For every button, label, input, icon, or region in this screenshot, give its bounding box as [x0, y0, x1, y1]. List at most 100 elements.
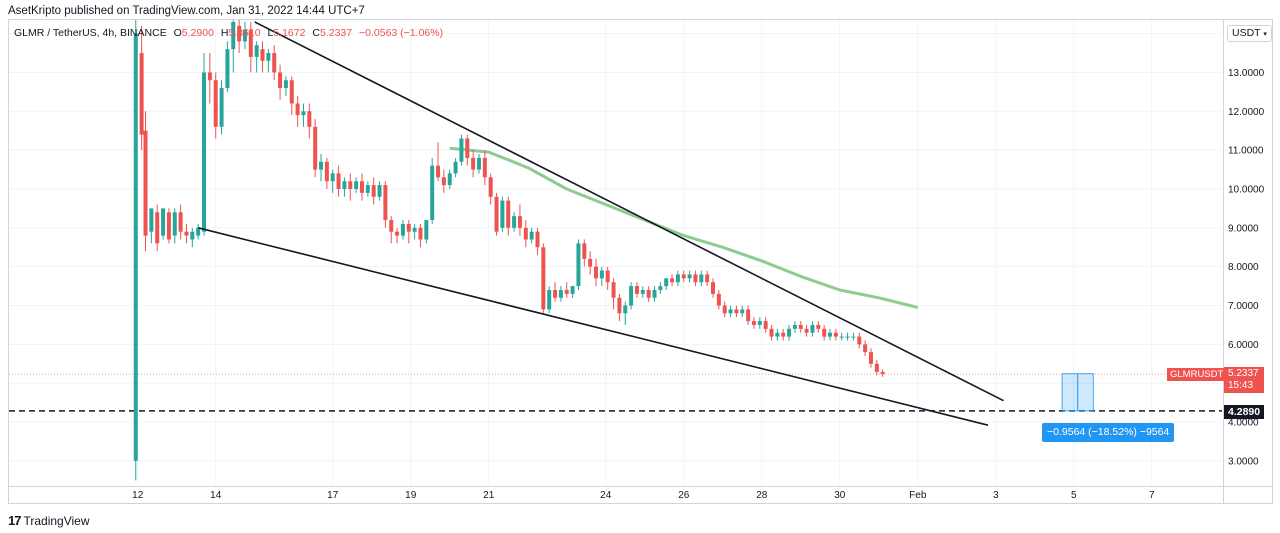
candle-body: [184, 231, 189, 236]
candle-body: [693, 274, 698, 283]
bar-countdown: 15:43: [1228, 380, 1254, 391]
time-tick-label: 26: [678, 490, 690, 501]
time-tick-label: 5: [1071, 490, 1077, 501]
candle-body: [166, 212, 171, 240]
candle-body: [383, 185, 388, 221]
last-price-badge: 5.2337 15:43: [1224, 367, 1264, 393]
chart-frame[interactable]: [8, 19, 1273, 504]
time-tick-label: 14: [210, 490, 222, 501]
candle-body: [139, 53, 144, 135]
currency-selector[interactable]: USDT ▾: [1227, 25, 1272, 42]
candle-body: [133, 33, 138, 461]
price-tick-label: 13.0000: [1228, 68, 1265, 79]
low-value: 5.1672: [273, 27, 306, 39]
candle-body: [816, 324, 821, 329]
ticker-badge: GLMRUSDT: [1167, 368, 1227, 381]
candle-body: [436, 165, 441, 178]
candle-body: [500, 200, 505, 228]
time-tick-label: 24: [600, 490, 612, 501]
time-tick-label: 21: [483, 490, 495, 501]
candle-body: [418, 227, 423, 240]
candle-body: [307, 111, 312, 127]
candle-body: [155, 212, 160, 244]
candle-body: [359, 181, 364, 193]
candle-body: [237, 25, 242, 42]
candle-body: [868, 352, 873, 364]
candle-body: [190, 231, 195, 240]
candle-body: [734, 309, 739, 314]
open-key: O: [173, 27, 182, 39]
candle-body: [570, 286, 575, 294]
candle-body: [482, 157, 487, 178]
candle-body: [851, 336, 856, 338]
candle-body: [377, 185, 382, 197]
candle-body: [863, 344, 868, 353]
open-value: 5.2900: [181, 27, 214, 39]
price-tick-label: 10.0000: [1228, 184, 1265, 195]
moving-average-line: [449, 146, 919, 309]
candle-body: [161, 208, 166, 236]
candle-body: [541, 247, 546, 310]
candle-body: [441, 177, 446, 186]
candle-body: [746, 309, 751, 322]
trendline-lower: [197, 227, 989, 426]
candle-body: [506, 200, 511, 228]
candle-body: [576, 243, 581, 287]
candle-body: [471, 157, 476, 170]
candle-body: [272, 53, 277, 73]
candle-body: [810, 324, 815, 333]
candle-body: [728, 309, 733, 314]
candle-body: [716, 293, 721, 306]
candle-body: [664, 278, 669, 287]
candle-body: [529, 231, 534, 240]
candle-body: [301, 111, 306, 116]
candle-body: [634, 286, 639, 294]
candle-body: [593, 266, 598, 279]
candle-body: [354, 181, 359, 189]
candle-body: [260, 49, 265, 61]
candle-body: [342, 181, 347, 189]
candle-body: [336, 173, 341, 189]
candle-body: [412, 227, 417, 232]
candle-body: [295, 103, 300, 116]
candle-body: [465, 138, 470, 158]
candle-body: [775, 332, 780, 337]
candle-body: [494, 196, 499, 232]
candle-body: [605, 270, 610, 283]
candle-body: [330, 173, 335, 182]
candle-body: [705, 274, 710, 283]
price-tick-label: 3.0000: [1228, 456, 1259, 467]
currency-label: USDT: [1232, 27, 1261, 39]
candle-body: [740, 309, 745, 314]
candle-body: [453, 161, 458, 174]
candle-body: [804, 328, 809, 333]
candle-body: [623, 305, 628, 314]
candle-body: [406, 223, 411, 232]
candle-body: [874, 363, 879, 372]
measure-label[interactable]: −0.9564 (−18.52%) −9564: [1042, 423, 1175, 442]
candle-body: [547, 289, 552, 310]
candle-body: [781, 332, 786, 337]
candle-body: [178, 212, 183, 232]
candle-body: [324, 161, 329, 182]
candle-body: [278, 72, 283, 88]
candle-body: [172, 212, 177, 236]
candle-body: [553, 289, 558, 298]
time-tick-label: 19: [405, 490, 417, 501]
symbol-legend: GLMR / TetherUS, 4h, BINANCE O5.2900 H5.…: [14, 27, 443, 39]
change-value: −0.0563 (−1.06%): [359, 27, 444, 39]
close-key: C: [312, 27, 320, 39]
candle-body: [207, 72, 212, 81]
candle-body: [833, 332, 838, 337]
symbol-title[interactable]: GLMR / TetherUS, 4h, BINANCE: [14, 27, 167, 39]
candle-body: [822, 328, 827, 337]
candle-body: [588, 258, 593, 267]
candle-body: [242, 29, 247, 42]
price-tick-label: 11.0000: [1228, 146, 1264, 157]
time-tick-label: 12: [132, 490, 144, 501]
candle-body: [646, 289, 651, 298]
price-tick-label: 9.0000: [1228, 223, 1259, 234]
candle-body: [857, 336, 862, 345]
support-level-badge: 4.2890: [1224, 405, 1264, 419]
